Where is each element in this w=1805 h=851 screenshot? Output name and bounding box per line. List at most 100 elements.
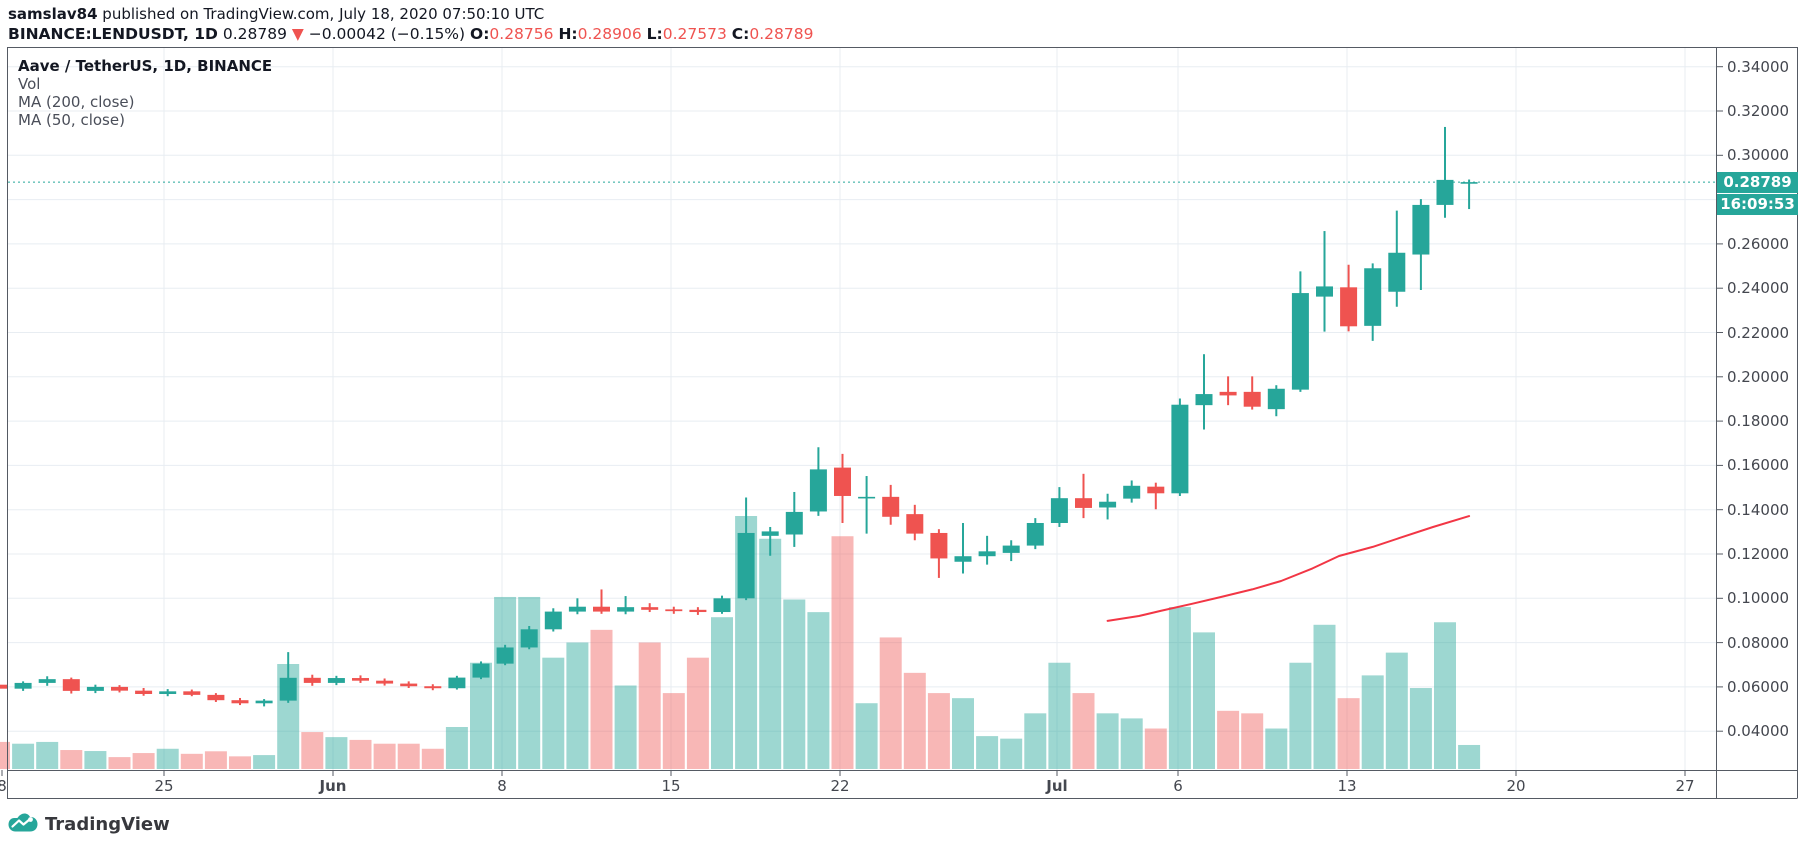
candle-Jun-2[interactable]: [352, 675, 369, 683]
candle-Jun-28[interactable]: [978, 535, 996, 565]
candle-May-19[interactable]: [14, 681, 32, 691]
plot-area[interactable]: [0, 126, 1716, 769]
candle-body: [1243, 391, 1261, 407]
volume-bar: [614, 685, 637, 769]
candle-Jul-8[interactable]: [1219, 376, 1237, 406]
candle-Jun-25[interactable]: [906, 504, 924, 541]
candle-Jun-3[interactable]: [376, 678, 394, 686]
open-value: 0.28756: [489, 25, 554, 43]
candle-May-25[interactable]: [159, 689, 177, 697]
candle-Jul-7[interactable]: [1195, 354, 1213, 430]
volume-bar: [1241, 713, 1264, 769]
candle-Jul-2[interactable]: [1075, 473, 1092, 519]
candle-Jun-1[interactable]: [327, 675, 345, 686]
volume-bar: [831, 536, 854, 769]
tradingview-logo-icon: [8, 813, 38, 832]
candle-Jul-16[interactable]: [1412, 199, 1430, 290]
candle-Jul-10[interactable]: [1267, 385, 1285, 417]
candle-Jul-11[interactable]: [1291, 271, 1309, 392]
candle-Jun-24[interactable]: [882, 484, 900, 525]
close-value: 0.28789: [749, 25, 814, 43]
candle-Jul-1[interactable]: [1050, 487, 1068, 527]
candle-May-20[interactable]: [38, 676, 56, 686]
candle-May-31[interactable]: [303, 674, 321, 686]
legend-ma50-row[interactable]: MA (50, close): [18, 111, 125, 129]
candle-body: [352, 678, 369, 681]
volume-bar: [397, 743, 420, 769]
candle-Jun-14[interactable]: [641, 603, 659, 613]
candle-May-21[interactable]: [62, 677, 80, 694]
candle-Jun-27[interactable]: [954, 522, 972, 574]
candle-Jul-6[interactable]: [1171, 398, 1189, 496]
candle-body: [1412, 204, 1430, 255]
candle-May-29[interactable]: [255, 699, 273, 707]
candle-Jun-19[interactable]: [761, 526, 779, 556]
candle-May-18[interactable]: [0, 683, 8, 690]
tradingview-logo-text: TradingView: [45, 813, 170, 835]
candle-May-24[interactable]: [135, 688, 153, 696]
candle-body: [568, 606, 586, 612]
candle-body: [1171, 404, 1189, 494]
candle-Jun-11[interactable]: [568, 598, 586, 615]
candle-body: [111, 686, 128, 691]
candle-May-22[interactable]: [86, 684, 104, 694]
candle-Jun-9[interactable]: [520, 625, 538, 650]
candle-Jun-18[interactable]: [737, 497, 755, 601]
candle-May-27[interactable]: [207, 693, 225, 702]
candle-Jul-9[interactable]: [1243, 376, 1261, 410]
publish-text: published on TradingView.com, July 18, 2…: [97, 5, 545, 23]
candle-Jun-8[interactable]: [496, 644, 514, 666]
candle-Jul-3[interactable]: [1099, 493, 1117, 520]
candle-body: [496, 647, 514, 664]
legend-volume-row[interactable]: Vol: [18, 75, 41, 93]
last-price: 0.28789: [222, 25, 287, 43]
candle-Jun-30[interactable]: [1026, 518, 1044, 550]
candle-Jun-12[interactable]: [593, 589, 610, 614]
candle-Jun-6[interactable]: [448, 675, 466, 690]
candle-Jul-5[interactable]: [1147, 482, 1165, 510]
candle-body: [761, 531, 779, 536]
candle-Jul-13[interactable]: [1340, 264, 1358, 332]
candle-May-23[interactable]: [111, 685, 128, 693]
candle-Jun-20[interactable]: [785, 491, 803, 547]
time-axis-label: Jul: [1046, 777, 1068, 795]
candle-Jul-14[interactable]: [1364, 263, 1382, 341]
candle-Jul-18[interactable]: [1460, 179, 1478, 210]
candle-Jun-17[interactable]: [713, 595, 731, 614]
candle-Jun-5[interactable]: [424, 684, 442, 691]
candle-Jun-21[interactable]: [809, 447, 827, 516]
volume-bar: [1313, 624, 1336, 769]
candle-Jun-10[interactable]: [544, 608, 562, 632]
candle-May-26[interactable]: [183, 689, 201, 697]
candle-Jun-16[interactable]: [689, 607, 707, 615]
volume-bar: [1409, 688, 1432, 769]
candle-body: [327, 678, 345, 683]
candle-Jul-17[interactable]: [1436, 126, 1454, 218]
candle-Jun-13[interactable]: [617, 596, 635, 615]
symbol-name: BINANCE:LENDUSDT, 1D: [8, 25, 218, 43]
price-axis-label: 0.26000: [1727, 234, 1790, 253]
candle-body: [400, 683, 418, 687]
candle-Jun-4[interactable]: [400, 681, 418, 689]
candle-Jun-26[interactable]: [930, 529, 948, 578]
candle-May-28[interactable]: [231, 697, 249, 706]
candle-May-30[interactable]: [279, 652, 297, 703]
candle-Jun-15[interactable]: [665, 606, 683, 614]
candle-Jul-4[interactable]: [1123, 480, 1141, 503]
candle-Jul-12[interactable]: [1316, 231, 1333, 332]
legend-ma200-row[interactable]: MA (200, close): [18, 93, 135, 111]
volume-bar: [12, 743, 35, 769]
volume-bar: [84, 751, 107, 769]
candle-Jun-29[interactable]: [1002, 540, 1020, 562]
candle-body: [1219, 391, 1237, 396]
price-axis-label: 0.34000: [1727, 57, 1790, 76]
volume-bar: [662, 693, 685, 769]
candle-Jul-15[interactable]: [1388, 210, 1406, 307]
candle-Jun-7[interactable]: [472, 661, 490, 680]
candle-body: [207, 694, 225, 701]
candle-Jun-23[interactable]: [858, 476, 876, 534]
candle-Jun-22[interactable]: [834, 453, 851, 523]
tradingview-logo[interactable]: TradingView: [8, 811, 170, 837]
legend-symbol-title[interactable]: Aave / TetherUS, 1D, BINANCE: [18, 57, 273, 75]
